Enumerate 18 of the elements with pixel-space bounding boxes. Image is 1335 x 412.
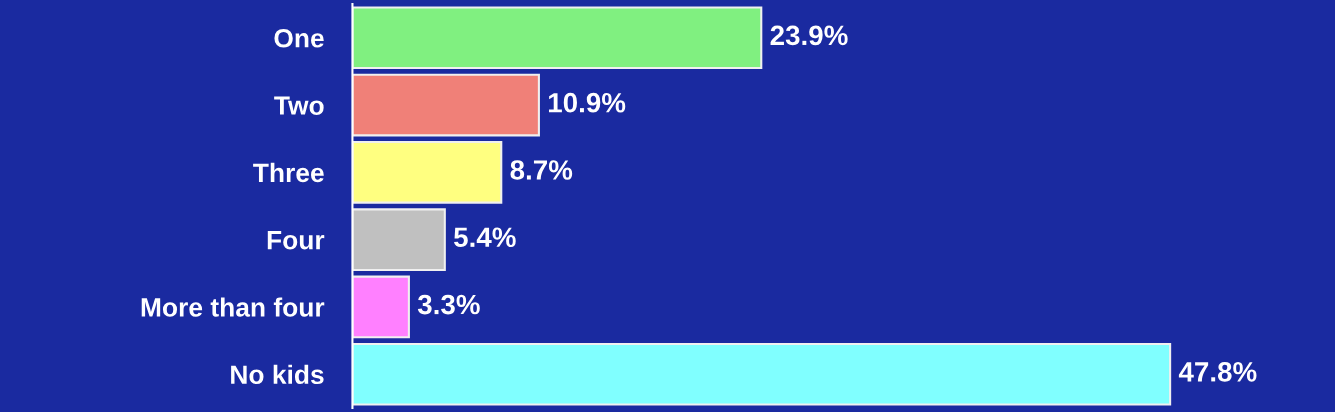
data-label: 8.7% <box>510 160 573 180</box>
y-tick-label: One <box>274 28 324 48</box>
bar <box>352 73 540 137</box>
bar <box>352 6 763 70</box>
y-tick-label: More than four <box>141 297 325 317</box>
data-label: 47.8% <box>1178 362 1257 382</box>
data-label: 10.9% <box>548 92 626 113</box>
data-label: 5.4% <box>454 227 516 248</box>
bar <box>352 208 446 271</box>
y-tick-label: No kids <box>231 364 324 385</box>
bar <box>352 141 503 204</box>
y-tick-label: Four <box>267 231 325 250</box>
bar <box>352 342 1172 406</box>
y-tick-label: Two <box>274 96 324 115</box>
data-label: 3.3% <box>417 294 480 315</box>
data-label: 23.9% <box>770 25 848 46</box>
bar <box>352 275 410 339</box>
y-tick-label: Three <box>253 162 324 183</box>
